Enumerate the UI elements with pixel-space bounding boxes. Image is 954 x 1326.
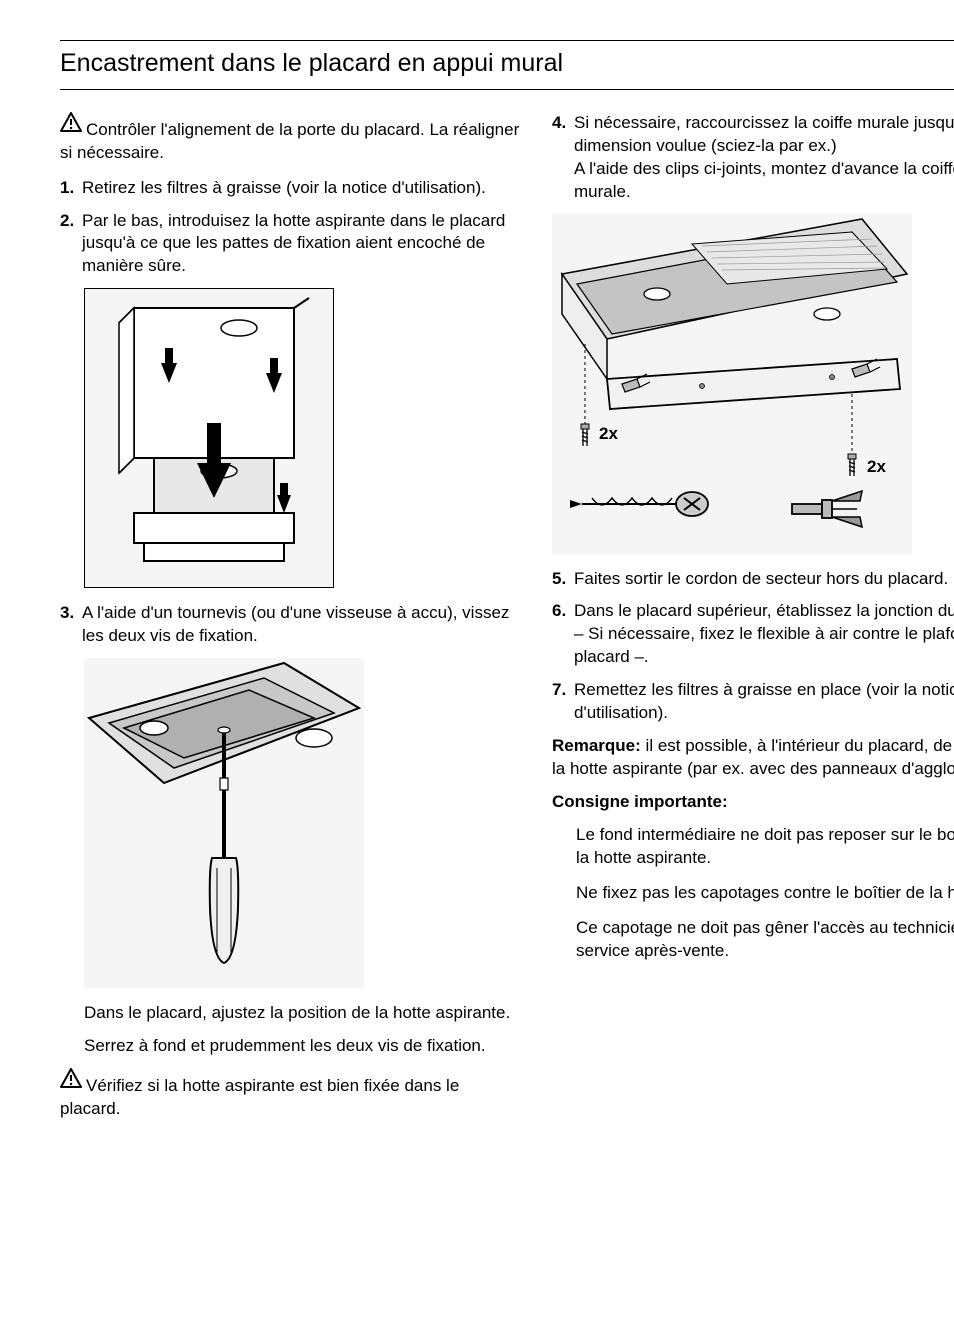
fig-label-2x-right: 2x	[867, 457, 886, 476]
step-text: Si nécessaire, raccourcissez la coiffe m…	[574, 112, 954, 204]
step-text: Par le bas, introduisez la hotte aspiran…	[82, 210, 522, 279]
step-number: 5.	[552, 568, 574, 591]
step-text: Remettez les filtres à graisse en place …	[574, 679, 954, 725]
para-adjust: Dans le placard, ajustez la position de …	[84, 1002, 522, 1025]
step-number: 2.	[60, 210, 82, 279]
warning-text: Vérifiez si la hotte aspirante est bien …	[60, 1076, 459, 1118]
para-tighten: Serrez à fond et prudemment les deux vis…	[84, 1035, 522, 1058]
two-column-layout: Contrôler l'alignement de la porte du pl…	[60, 112, 954, 1133]
step-1: 1. Retirez les filtres à graisse (voir l…	[60, 177, 522, 200]
important-heading: Consigne importante:	[552, 791, 954, 814]
page-number: 39	[60, 1163, 954, 1185]
step-5: 5. Faites sortir le cordon de secteur ho…	[552, 568, 954, 591]
important-item: Ce capotage ne doit pas gêner l'accès au…	[576, 917, 954, 963]
page-title: Encastrement dans le placard en appui mu…	[60, 40, 954, 90]
warning-alignment: Contrôler l'alignement de la porte du pl…	[60, 112, 522, 165]
left-column: Contrôler l'alignement de la porte du pl…	[60, 112, 522, 1133]
step-number: 4.	[552, 112, 574, 204]
right-column: 4. Si nécessaire, raccourcissez la coiff…	[552, 112, 954, 1133]
step-6: 6. Dans le placard supérieur, établissez…	[552, 600, 954, 669]
important-item: Le fond intermédiaire ne doit pas repose…	[576, 824, 954, 870]
fig-label-2x-left: 2x	[599, 424, 618, 443]
step-number: 6.	[552, 600, 574, 669]
step-text: Dans le placard supérieur, établissez la…	[574, 600, 954, 669]
step-3: 3. A l'aide d'un tournevis (ou d'une vis…	[60, 602, 522, 648]
step-7: 7. Remettez les filtres à graisse en pla…	[552, 679, 954, 725]
step-text: Retirez les filtres à graisse (voir la n…	[82, 177, 522, 200]
step-4: 4. Si nécessaire, raccourcissez la coiff…	[552, 112, 954, 204]
figure-coiffe: 2x 2x	[552, 214, 912, 554]
important-item: Ne fixez pas les capotages contre le boî…	[576, 882, 954, 905]
warning-icon	[60, 112, 82, 139]
step-2: 2. Par le bas, introduisez la hotte aspi…	[60, 210, 522, 279]
warning-icon	[60, 1068, 82, 1095]
step-number: 7.	[552, 679, 574, 725]
warning-fixed: Vérifiez si la hotte aspirante est bien …	[60, 1068, 522, 1121]
remarque: Remarque: il est possible, à l'intérieur…	[552, 735, 954, 781]
step-number: 3.	[60, 602, 82, 648]
step-number: 1.	[60, 177, 82, 200]
step-text: A l'aide d'un tournevis (ou d'une visseu…	[82, 602, 522, 648]
figure-insertion	[84, 288, 334, 588]
note-label: Remarque:	[552, 736, 641, 755]
step-text: Faites sortir le cordon de secteur hors …	[574, 568, 954, 591]
important-list: Le fond intermédiaire ne doit pas repose…	[576, 824, 954, 963]
warning-text: Contrôler l'alignement de la porte du pl…	[60, 120, 519, 162]
figure-screwdriver	[84, 658, 364, 988]
